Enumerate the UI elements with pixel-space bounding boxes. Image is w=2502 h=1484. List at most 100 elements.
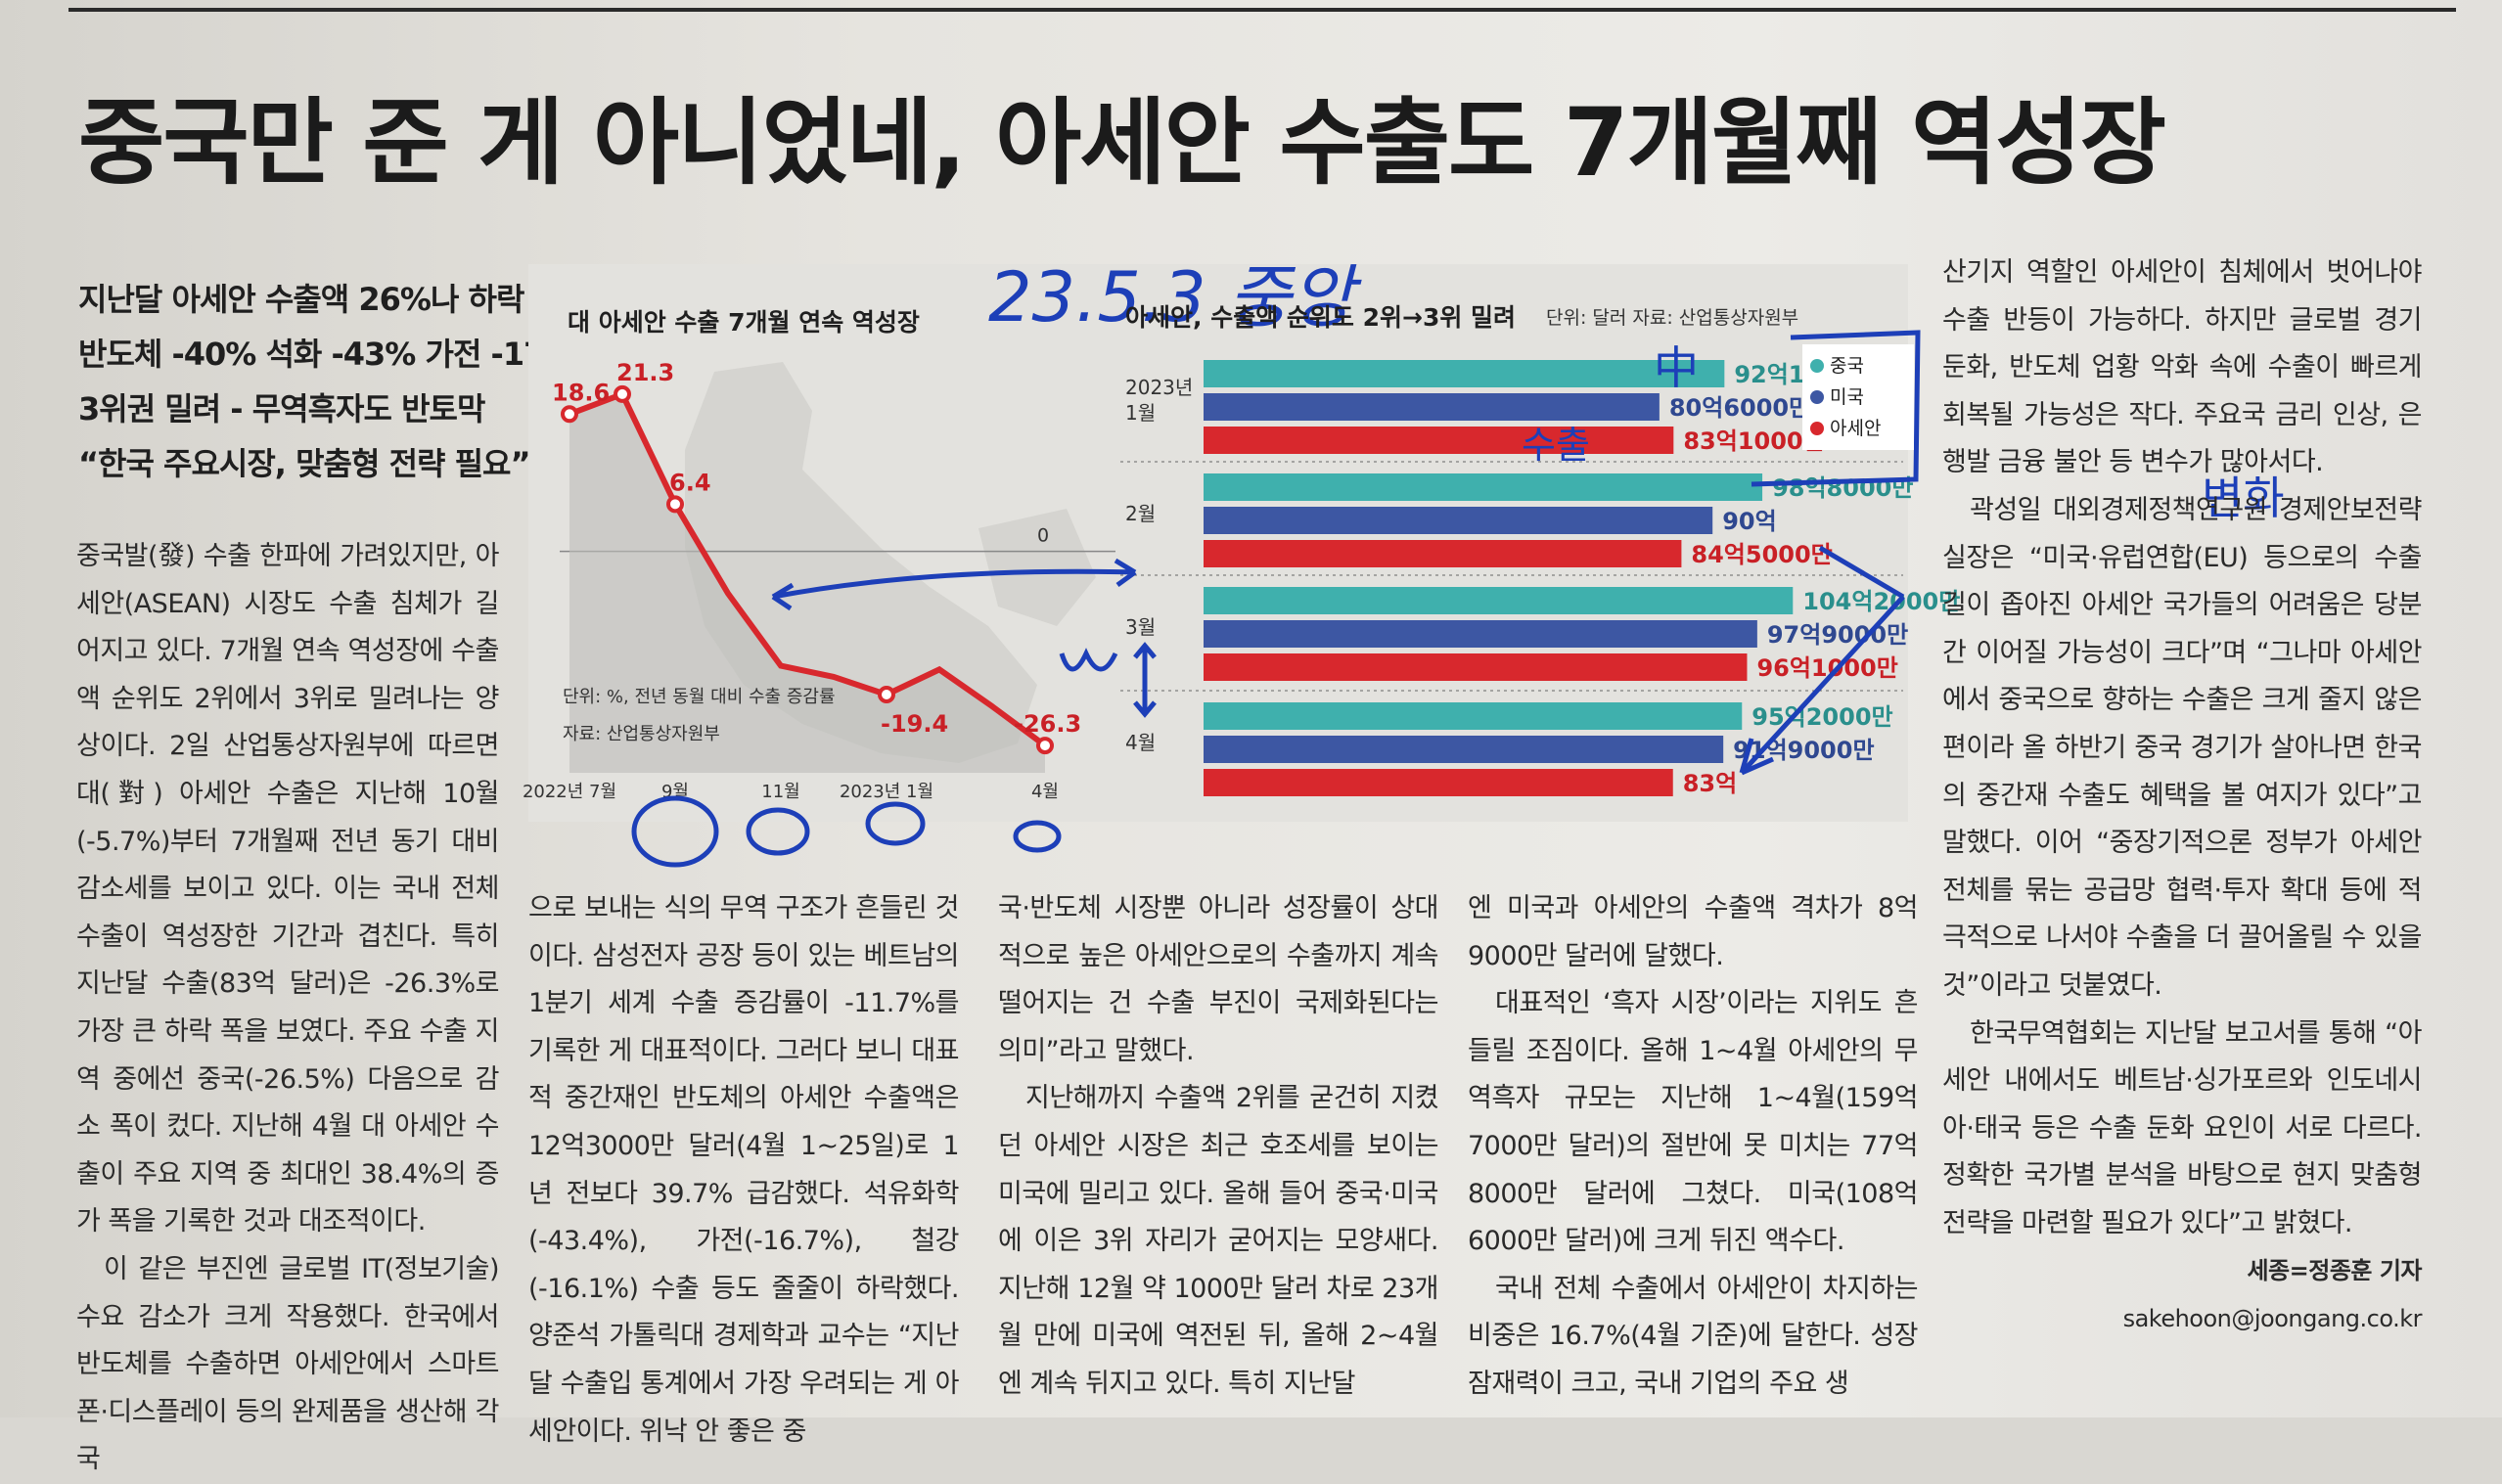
category-label: 1월 xyxy=(1125,401,1156,425)
circle-mark xyxy=(631,795,719,868)
article-column-5: 산기지 역할인 아세안이 침체에서 벗어나야 수출 반등이 가능하다. 하지만 … xyxy=(1942,249,2423,1343)
article-column-4: 엔 미국과 아세안의 수출액 격차가 8억 9000만 달러에 달했다. 대표적… xyxy=(1468,885,1919,1409)
handwritten-china: 中 xyxy=(1654,341,1699,394)
bar xyxy=(1204,653,1748,681)
data-point xyxy=(666,495,684,514)
paragraph: 지난해까지 수출액 2위를 굳건히 지켰던 아세안 시장은 최근 호조세를 보이… xyxy=(998,1083,1439,1399)
data-label: 21.3 xyxy=(616,359,674,386)
bar xyxy=(1204,736,1724,763)
subhead-2: 반도체 -40% 석화 -43% 가전 -17% xyxy=(78,336,575,373)
data-point xyxy=(878,686,895,704)
article-column-1: 중국발(發) 수출 한파에 가려있지만, 아세안(ASEAN) 시장도 수출 침… xyxy=(76,533,500,1484)
double-arrow-icon xyxy=(771,558,1137,611)
bar-value-label: 95억2000만 xyxy=(1751,703,1892,731)
data-label: 18.6 xyxy=(552,379,610,406)
paragraph: 중국발(發) 수출 한파에 가려있지만, 아세안(ASEAN) 시장도 수출 침… xyxy=(76,541,500,1237)
paragraph: 대표적인 ‘흑자 시장’이라는 지위도 흔들릴 조짐이다. 올해 1~4월 아세… xyxy=(1468,988,1919,1257)
article-column-2: 으로 보내는 식의 무역 구조가 흔들린 것이다. 삼성전자 공장 등이 있는 … xyxy=(528,885,960,1456)
circle-mark xyxy=(1013,820,1062,853)
paragraph: 이 같은 부진엔 글로벌 IT(정보기술) 수요 감소가 크게 작용했다. 한국… xyxy=(76,1253,500,1475)
bar xyxy=(1204,507,1713,534)
right-chart-note: 단위: 달러 자료: 산업통상자원부 xyxy=(1546,307,1799,329)
circle-mark xyxy=(865,801,926,846)
data-point xyxy=(614,384,631,403)
x-tick-label: 11월 xyxy=(761,782,799,802)
article-column-3: 국·반도체 시장뿐 아니라 성장률이 상대적으로 높은 아세안으로의 수출까지 … xyxy=(998,885,1439,1409)
circle-mark xyxy=(746,807,810,856)
x-tick-label: 2022년 7월 xyxy=(523,782,616,802)
bar-value-label: 97억9000만 xyxy=(1767,621,1908,649)
bar xyxy=(1204,473,1763,501)
legend-item-usa: 미국 xyxy=(1810,382,1906,413)
bar xyxy=(1204,769,1673,796)
legend-label: 아세안 xyxy=(1830,418,1882,439)
data-label: 6.4 xyxy=(669,469,711,496)
unit-note: 단위: %, 전년 동월 대비 수출 증감률 xyxy=(563,687,836,707)
x-tick-label: 4월 xyxy=(1031,782,1059,802)
bar xyxy=(1204,540,1682,567)
source-note: 자료: 산업통상자원부 xyxy=(563,724,720,744)
headline: 중국만 준 게 아니었네, 아세안 수출도 7개월째 역성장 xyxy=(78,88,2166,198)
subhead-1: 지난달 아세안 수출액 26%나 하락 xyxy=(78,281,524,318)
category-label: 2023년 xyxy=(1125,376,1193,399)
subheads: 지난달 아세안 수출액 26%나 하락 반도체 -40% 석화 -43% 가전 … xyxy=(78,272,575,491)
chart-legend: 중국 미국 아세안 xyxy=(1802,344,1914,450)
x-tick-label: 2023년 1월 xyxy=(840,782,933,802)
right-chart-title: 아세안, 수출액 순위도 2위→3위 밀려 xyxy=(1125,303,1517,332)
legend-item-china: 중국 xyxy=(1810,350,1906,382)
paragraph: 한국무역협회는 지난달 보고서를 통해 “아세안 내에서도 베트남·싱가포르와 … xyxy=(1942,1017,2423,1238)
data-label: -19.4 xyxy=(881,710,948,738)
bar-value-label: 83억 xyxy=(1683,770,1737,797)
paragraph: 으로 보내는 식의 무역 구조가 흔들린 것이다. 삼성전자 공장 등이 있는 … xyxy=(528,893,960,1447)
paragraph: 엔 미국과 아세안의 수출액 격차가 8억 9000만 달러에 달했다. xyxy=(1468,893,1919,971)
bar xyxy=(1204,360,1725,387)
author-email: sakehoon@joongang.co.kr xyxy=(2122,1305,2423,1333)
bar-value-label: 104억2000만 xyxy=(1802,588,1960,615)
paragraph: 국·반도체 시장뿐 아니라 성장률이 상대적으로 높은 아세안으로의 수출까지 … xyxy=(998,893,1439,1066)
left-chart-title: 대 아세안 수출 7개월 연속 역성장 xyxy=(568,308,920,337)
data-point xyxy=(561,405,578,424)
bar xyxy=(1204,702,1743,730)
vertical-arrow-icon xyxy=(1133,642,1157,718)
arrow-head-icon xyxy=(1739,738,1775,776)
zero-label: 0 xyxy=(1037,525,1049,547)
right-bar-chart: 2023년1월92억1000만80억6000만83억1000만2월98억8000… xyxy=(1120,360,1960,797)
bar-value-label: 83억1000만 xyxy=(1683,427,1824,455)
legend-bracket xyxy=(1751,330,1921,487)
subhead-4: “한국 주요시장, 맞춤형 전략 필요” xyxy=(78,445,531,482)
byline: 세종=정종훈 기자 xyxy=(2247,1257,2422,1285)
bar xyxy=(1204,427,1674,454)
legend-dot xyxy=(1810,422,1824,435)
legend-label: 미국 xyxy=(1830,386,1864,408)
category-label: 2월 xyxy=(1125,502,1156,525)
bar-value-label: 84억5000만 xyxy=(1691,541,1832,568)
category-label: 3월 xyxy=(1125,615,1156,639)
arrow-line xyxy=(1740,545,1905,775)
legend-dot xyxy=(1810,359,1824,373)
data-point xyxy=(1036,737,1054,755)
legend-label: 중국 xyxy=(1830,355,1864,377)
bar xyxy=(1204,620,1757,648)
category-label: 4월 xyxy=(1125,731,1156,754)
top-rule xyxy=(68,8,2456,12)
paragraph: 국내 전체 수출에서 아세안이 차지하는 비중은 16.7%(4월 기준)에 달… xyxy=(1468,1273,1919,1399)
legend-item-asean: 아세안 xyxy=(1810,413,1906,444)
series-line xyxy=(568,390,1047,748)
handwritten-cross: 수출 xyxy=(1522,424,1590,467)
paragraph: 곽성일 대외경제정책연구원 경제안보전략실장은 “미국·유럽연합(EU) 등으로… xyxy=(1942,494,2423,1001)
legend-dot xyxy=(1810,390,1824,404)
data-label: -26.3 xyxy=(1014,710,1081,738)
bar xyxy=(1204,587,1794,614)
subhead-3: 3위권 밀려 - 무역흑자도 반토막 xyxy=(78,390,485,427)
paragraph: 산기지 역할인 아세안이 침체에서 벗어나야 수출 반등이 가능하다. 하지만 … xyxy=(1942,257,2423,478)
scribble-mark xyxy=(1059,648,1118,672)
bar-value-label: 90억 xyxy=(1722,508,1776,535)
bar-value-label: 80억6000만 xyxy=(1669,394,1810,422)
handwritten-change: 변화 xyxy=(2202,472,2285,524)
bar xyxy=(1204,393,1660,421)
handwritten-date: 23.5.3 중앙 xyxy=(988,257,1362,337)
